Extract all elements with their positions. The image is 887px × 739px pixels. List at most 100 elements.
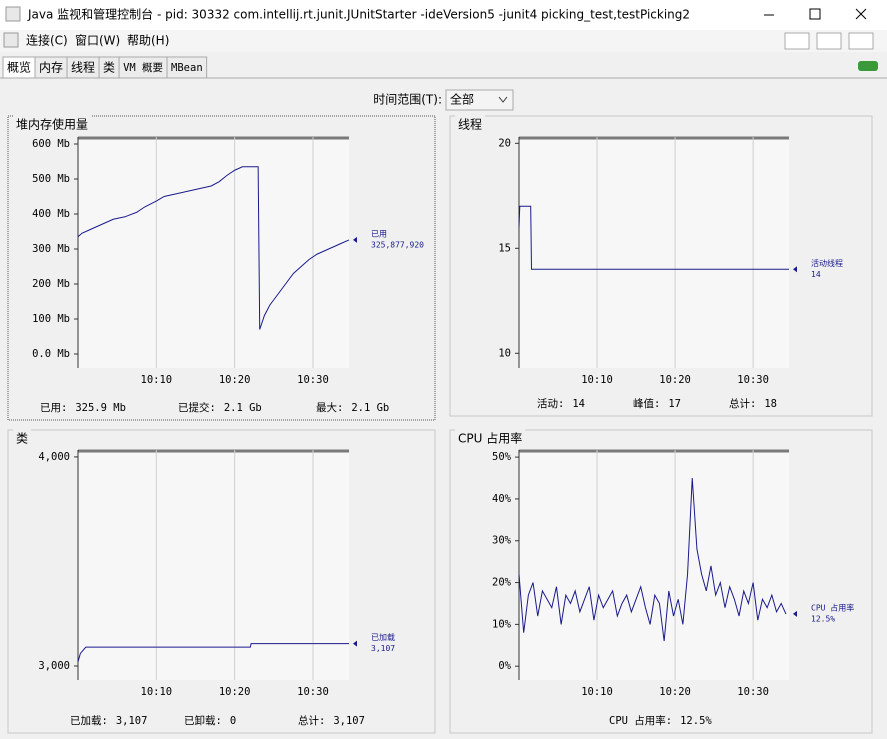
y-tick-label: 3,000 [38,660,70,672]
plot-area [519,137,789,368]
time-range-label: 时间范围(T): [373,93,442,107]
legend-value: 325,877,920 [371,240,424,249]
tab[interactable]: 线程 [66,56,100,79]
y-tick-label: 20 [498,137,511,149]
menu-bar [0,30,887,52]
y-tick-label: 300 Mb [32,243,70,255]
time-range-select[interactable] [445,89,514,111]
panel-border [7,115,436,421]
x-tick-label: 10:30 [737,374,769,386]
tab[interactable]: MBean [166,56,208,79]
tab[interactable]: 概览 [2,56,36,79]
footer-label: 活动: [537,398,564,410]
panel-title: CPU 占用率 [458,431,522,446]
y-tick-label: 20% [492,577,512,589]
legend-name: 活动线程 [811,258,843,268]
panel-border [7,429,436,734]
plot-area [78,137,349,368]
title-bg [455,115,486,118]
chart-panel: 类 10:10 10:20 10:30 3,000 4,000 已加载 3,107 已加载: 3,… [7,429,436,734]
legend-marker [353,640,357,647]
series-line [77,166,350,330]
panel-title: 堆内存使用量 [16,117,88,132]
x-tick-label: 10:10 [581,374,613,386]
chart-panel: 线程 10:10 10:20 10:30 10 15 20 活动线程 14 活动: 14 峰值: 17 总… [449,115,873,417]
tab-label[interactable]: 内存 [39,61,63,75]
y-tick-label: 15 [498,242,511,254]
footer-value: 17 [668,398,681,410]
y-tick-label: 10 [498,347,511,359]
close-button[interactable] [855,8,867,20]
select-arrow [498,96,508,103]
y-tick-label: 600 Mb [32,138,70,150]
footer-value: 0 [230,715,236,727]
legend-value: 14 [811,270,821,279]
window-title: Java 监视和管理控制台 - pid: 30332 com.intellij.… [27,7,690,22]
title-bg [455,429,526,432]
footer-value: 14 [572,398,585,410]
series-line [518,205,789,270]
chart-panel: CPU 占用率 10:10 10:20 10:30 0% 10% 20% 30% 40% 50% C… [449,429,873,734]
menu-item[interactable]: 窗口(W) [75,34,120,48]
legend-value: 3,107 [371,644,395,653]
menu-item[interactable]: 帮助(H) [127,34,169,48]
inner-minimize[interactable] [784,32,810,50]
x-tick-label: 10:20 [659,374,691,386]
plot-area [519,450,789,680]
y-tick-label: 30% [492,535,512,547]
title-bg [13,115,92,118]
footer-value: 18 [764,398,777,410]
x-tick-label: 10:20 [219,686,251,698]
chart-panel: 堆内存使用量 10:10 10:20 10:30 0.0 Mb 100 Mb 200 Mb 3… [7,115,436,421]
inner-icon [3,32,19,48]
tab[interactable]: 内存 [34,56,68,79]
footer-value: 12.5% [680,715,712,727]
time-range-value[interactable]: 全部 [450,92,474,107]
tab-bar: 概览 内存 线程类 VM 概要 MBean [2,56,208,79]
x-tick-label: 10:30 [737,686,769,698]
footer-label: CPU 占用率: [609,714,672,727]
tab-label[interactable]: VM 概要 [123,61,163,74]
app-icon [5,6,21,22]
connection-icon [858,61,878,71]
footer-label: 最大: [316,401,343,414]
footer-label: 已提交: [178,401,216,414]
y-tick-label: 50% [492,451,512,463]
y-tick-label: 400 Mb [32,208,70,220]
y-tick-label: 40% [492,493,512,505]
tab-label[interactable]: 线程 [71,60,95,75]
title-bar [0,0,887,30]
tab-label[interactable]: 类 [103,61,115,75]
maximize-button[interactable] [809,8,821,20]
y-tick-label: 0.0 Mb [32,348,70,360]
x-tick-label: 10:30 [297,686,329,698]
tab[interactable]: 类 [98,56,120,79]
inner-restore[interactable] [816,32,842,50]
series-line [518,477,787,642]
footer-value: 3,107 [116,715,148,727]
x-tick-label: 10:10 [141,374,173,386]
y-tick-label: 10% [492,618,512,630]
footer-label: 总计: [729,397,756,410]
legend-name: CPU 占用率 [811,602,854,612]
legend-value: 12.5% [811,614,835,623]
panel-border [449,429,873,734]
charts: 堆内存使用量 10:10 10:20 10:30 0.0 Mb 100 Mb 200 Mb 3… [7,115,873,734]
panel-title: 线程 [458,117,482,132]
panel-border [449,115,873,417]
tab[interactable]: VM 概要 [118,56,168,79]
tab-label[interactable]: 概览 [7,60,31,75]
menu-item[interactable]: 连接(C) [26,33,68,48]
legend-marker [353,236,357,243]
inner-close[interactable] [848,32,874,50]
tab-label[interactable]: MBean [171,62,203,74]
footer-label: 峰值: [633,397,660,410]
x-tick-label: 10:20 [219,374,251,386]
x-tick-label: 10:30 [297,374,329,386]
x-tick-label: 10:20 [659,686,691,698]
legend-name: 已加载 [371,632,395,642]
y-tick-label: 0% [498,660,511,672]
title-bg [13,429,32,432]
footer-value: 325.9 Mb [75,402,126,414]
footer-label: 已用: [40,402,67,414]
